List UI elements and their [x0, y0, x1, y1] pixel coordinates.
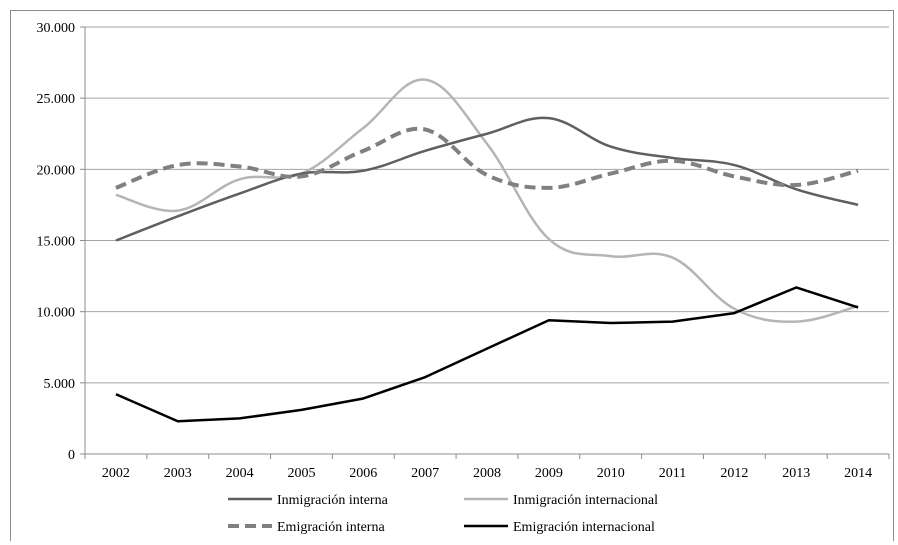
y-tick-label: 5.000 — [44, 377, 76, 392]
legend-label: Inmigración internacional — [513, 493, 658, 508]
y-tick-label: 0 — [68, 448, 75, 463]
series-line-2 — [115, 126, 859, 190]
x-tick-label: 2008 — [473, 466, 501, 481]
y-tick-label: 15.000 — [37, 235, 76, 250]
series-lines — [115, 78, 859, 423]
series-line-3 — [115, 286, 859, 423]
x-tick-label: 2003 — [164, 466, 192, 481]
x-tick-label: 2004 — [226, 466, 254, 481]
x-tick-label: 2012 — [720, 466, 748, 481]
x-tick-label: 2007 — [411, 466, 439, 481]
x-tick-label: 2009 — [535, 466, 563, 481]
legend: Inmigración interna Inmigración internaci… — [228, 493, 658, 535]
x-tick-label: 2010 — [597, 466, 625, 481]
x-axis-ticks: 2002 2003 2004 2005 2006 2007 2008 2009 2010 2011… — [84, 454, 890, 481]
y-tick-label: 25.000 — [37, 92, 76, 107]
y-tick-label: 30.000 — [37, 21, 76, 36]
x-tick-label: 2006 — [349, 466, 377, 481]
x-tick-label: 2014 — [844, 466, 872, 481]
y-tick-label: 10.000 — [37, 306, 76, 321]
x-tick-label: 2005 — [287, 466, 315, 481]
gridlines — [85, 26, 889, 384]
legend-label: Emigración internacional — [513, 520, 655, 535]
y-axis-ticks: 0 5.000 10.000 15.000 20.000 25.000 30.000 — [37, 21, 85, 463]
chart-frame — [10, 10, 894, 541]
x-tick-label: 2002 — [102, 466, 130, 481]
series-line-1 — [115, 78, 859, 323]
y-tick-label: 20.000 — [37, 163, 76, 178]
series-line-0 — [115, 116, 859, 242]
legend-label: Emigración interna — [277, 520, 385, 535]
legend-label: Inmigración interna — [277, 493, 389, 508]
x-tick-label: 2011 — [659, 466, 686, 481]
x-tick-label: 2013 — [782, 466, 810, 481]
